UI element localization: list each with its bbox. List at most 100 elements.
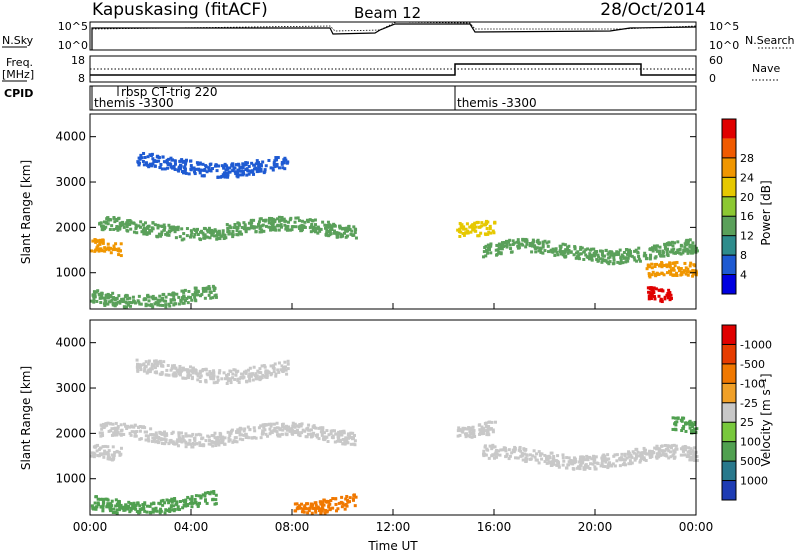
scatter-cell — [144, 304, 148, 308]
scatter-cell — [205, 501, 209, 505]
scatter-cell — [286, 227, 290, 231]
scatter-cell — [642, 451, 646, 455]
scatter-cell — [533, 455, 537, 459]
xtick-label: 00:00 — [679, 520, 714, 534]
scatter-cell — [227, 232, 231, 236]
scatter-cell — [298, 504, 302, 508]
scatter-cell — [159, 362, 163, 366]
scatter-cell — [193, 170, 197, 174]
scatter-cell — [233, 439, 237, 443]
scatter-cell — [658, 245, 662, 249]
scatter-cell — [272, 428, 276, 432]
scatter-cell — [176, 444, 180, 448]
scatter-cell — [203, 227, 207, 231]
scatter-cell — [683, 261, 687, 265]
scatter-cell — [625, 248, 629, 252]
scatter-cell — [273, 362, 277, 366]
scatter-cell — [173, 497, 177, 501]
scatter-cell — [119, 429, 123, 433]
scatter-cell — [650, 262, 654, 266]
scatter-cell — [521, 458, 525, 462]
scatter-cell — [575, 255, 579, 259]
scatter-cell — [636, 251, 640, 255]
scatter-cell — [172, 225, 176, 229]
scatter-cell — [314, 223, 318, 227]
scatter-cell — [92, 295, 96, 299]
scatter-cell — [183, 299, 187, 303]
scatter-cell — [128, 510, 132, 514]
scatter-cell — [91, 293, 95, 297]
scatter-cell — [265, 373, 269, 377]
beam-title: Beam 12 — [354, 4, 421, 22]
scatter-cell — [606, 453, 610, 457]
scatter-cell — [251, 378, 255, 382]
scatter-cell — [623, 458, 627, 462]
scatter-cell — [309, 502, 313, 506]
scatter-cell — [170, 498, 174, 502]
scatter-cell — [129, 433, 133, 437]
scatter-cell — [665, 252, 669, 256]
scatter-cell — [269, 227, 273, 231]
scatter-cell — [143, 227, 147, 231]
scatter-cell — [101, 239, 105, 243]
scatter-cell — [122, 432, 126, 436]
scatter-cell — [304, 435, 308, 439]
scatter-cell — [288, 429, 292, 433]
scatter-cell — [305, 507, 309, 511]
scatter-cell — [525, 453, 529, 457]
scatter-cell — [112, 216, 116, 220]
scatter-cell — [137, 161, 141, 165]
scatter-cell — [163, 434, 167, 438]
cpid-segment-label-2: themis -3300 — [457, 96, 537, 110]
scatter-cell — [267, 225, 271, 229]
scatter-cell — [681, 445, 685, 449]
colorbar-tick-label: 100 — [740, 436, 761, 449]
scatter-cell — [334, 509, 338, 513]
scatter-cell — [471, 432, 475, 436]
scatter-cell — [114, 504, 118, 508]
power-colorbar-label: Power [dB] — [759, 180, 773, 245]
scatter-cell — [119, 242, 123, 246]
scatter-cell — [271, 166, 275, 170]
scatter-cell — [150, 439, 154, 443]
scatter-cell — [498, 247, 502, 251]
scatter-cell — [225, 376, 229, 380]
scatter-cell — [194, 288, 198, 292]
scatter-cell — [291, 225, 295, 229]
scatter-cell — [139, 437, 143, 441]
scatter-cell — [119, 254, 123, 258]
scatter-cell — [198, 171, 202, 175]
scatter-cell — [209, 442, 213, 446]
scatter-cell — [167, 507, 171, 511]
scatter-cell — [618, 464, 622, 468]
scatter-cell — [174, 302, 178, 306]
noise-tick-high-right: 10^5 — [709, 20, 739, 33]
scatter-cell — [459, 230, 463, 234]
scatter-cell — [644, 458, 648, 462]
scatter-cell — [664, 447, 668, 451]
scatter-cell — [620, 456, 624, 460]
scatter-cell — [108, 218, 112, 222]
scatter-cell — [638, 460, 642, 464]
scatter-cell — [185, 227, 189, 231]
scatter-cell — [662, 254, 666, 258]
scatter-cell — [691, 449, 695, 453]
scatter-cell — [686, 239, 690, 243]
scatter-cell — [128, 222, 132, 226]
scatter-cell — [592, 461, 596, 465]
scatter-cell — [192, 369, 196, 373]
scatter-cell — [608, 461, 612, 465]
scatter-cell — [240, 225, 244, 229]
scatter-cell — [255, 225, 259, 229]
scatter-cell — [317, 426, 321, 430]
xtick-label: 04:00 — [174, 520, 209, 534]
scatter-cell — [217, 443, 221, 447]
scatter-cell — [238, 437, 242, 441]
scatter-cell — [101, 452, 105, 456]
scatter-cell — [97, 448, 101, 452]
colorbar-cell — [722, 325, 736, 345]
scatter-cell — [483, 232, 487, 236]
scatter-cell — [190, 495, 194, 499]
scatter-cell — [223, 442, 227, 446]
scatter-cell — [648, 291, 652, 295]
